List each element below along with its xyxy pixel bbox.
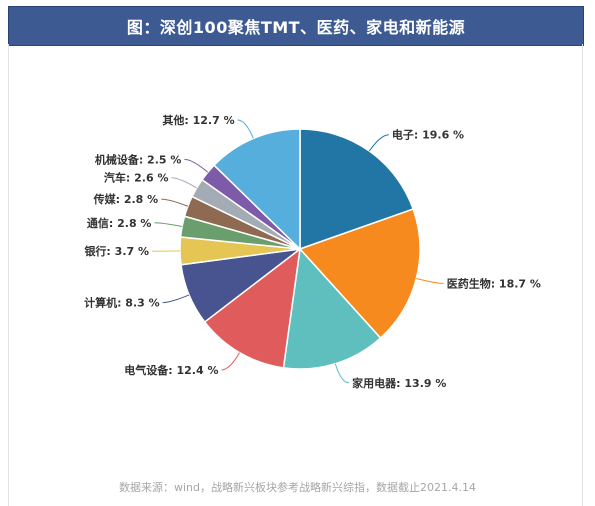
slice-label-0: 电子: 19.6 % — [392, 128, 464, 142]
leader-line-8 — [171, 177, 197, 189]
slice-label-2: 家用电器: 13.9 % — [352, 376, 446, 390]
left-border — [8, 44, 9, 506]
pie-slice-3-电气设备 — [203, 247, 301, 369]
leader-line-6 — [154, 222, 183, 228]
leader-line-2 — [334, 363, 350, 384]
pie-slice-1-医药生物 — [298, 208, 421, 340]
source-note: 数据来源：wind，战略新兴板块参考战略新兴综指，数据截止2021.4.14 — [119, 481, 476, 494]
slice-label-4: 计算机: 8.3 % — [84, 296, 160, 310]
slice-label-8: 汽车: 2.6 % — [104, 171, 169, 185]
pie-slice-2-家用电器 — [282, 247, 382, 370]
pie-slice-10-其他 — [213, 128, 301, 251]
leader-line-3 — [221, 352, 240, 371]
leader-line-7 — [161, 198, 189, 207]
slice-label-9: 机械设备: 2.5 % — [95, 152, 182, 166]
leader-line-1 — [416, 277, 444, 284]
leader-line-4 — [162, 294, 190, 304]
leader-line-9 — [184, 158, 209, 173]
chart-title: 图：深创100聚焦TMT、医药、家电和新能源 — [8, 6, 584, 46]
slice-label-10: 其他: 12.7 % — [162, 113, 234, 127]
leader-line-10 — [237, 119, 254, 139]
leader-line-0 — [368, 134, 389, 152]
slice-label-6: 通信: 2.8 % — [87, 216, 152, 230]
slice-label-7: 传媒: 2.8 % — [93, 192, 159, 206]
slice-label-1: 医药生物: 18.7 % — [447, 276, 541, 290]
right-border — [582, 44, 583, 506]
slice-label-5: 银行: 3.7 % — [84, 244, 149, 258]
slice-label-3: 电气设备: 12.4 % — [124, 363, 218, 377]
